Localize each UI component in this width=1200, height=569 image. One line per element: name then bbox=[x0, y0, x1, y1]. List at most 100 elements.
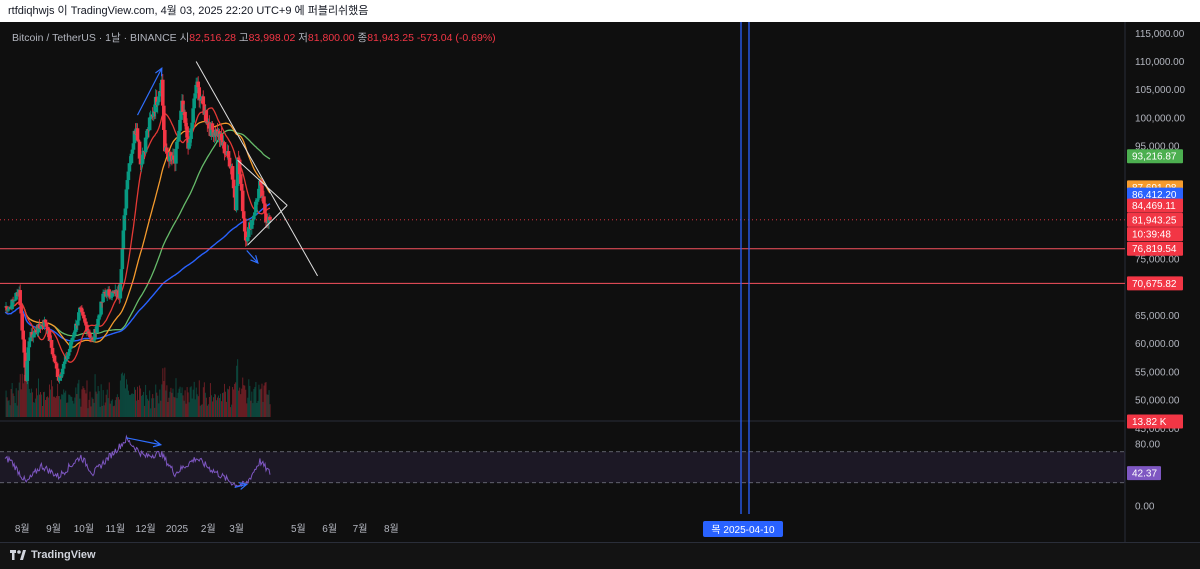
symbol-legend: Bitcoin / TetherUS · 1날 · BINANCE 시82,51… bbox=[12, 30, 496, 45]
volume-bar bbox=[169, 391, 171, 417]
volume-bar bbox=[72, 400, 74, 417]
candle-body bbox=[268, 216, 272, 220]
volume-bar bbox=[106, 389, 108, 417]
candle-body bbox=[169, 152, 173, 157]
volume-bar bbox=[31, 392, 33, 417]
volume-bar bbox=[267, 394, 269, 417]
chart-area[interactable]: 115,000.00 110,000.00 105,000.00 100,000.00… bbox=[0, 22, 1200, 542]
volume-bar bbox=[94, 374, 96, 417]
volume-bar bbox=[220, 393, 221, 417]
candle-body bbox=[193, 93, 197, 99]
volume-bar bbox=[221, 401, 222, 417]
candle-body bbox=[99, 301, 103, 315]
volume-bar bbox=[209, 383, 211, 417]
volume-bar bbox=[199, 405, 201, 417]
candle-body bbox=[174, 148, 178, 164]
price-tick-label: 75,000.00 bbox=[1135, 255, 1180, 266]
volume-bar bbox=[91, 397, 93, 417]
publish-header-text: rtfdiqhwjs 이 TradingView.com, 4월 03, 202… bbox=[8, 5, 369, 17]
volume-bar bbox=[217, 397, 218, 417]
candle-body bbox=[143, 137, 148, 153]
candle-body bbox=[183, 111, 187, 123]
candle-body bbox=[80, 308, 84, 312]
time-tick-label: 11월 bbox=[105, 523, 125, 535]
publish-header: rtfdiqhwjs 이 TradingView.com, 4월 03, 202… bbox=[0, 0, 1200, 22]
volume-bar bbox=[188, 402, 190, 417]
volume-bar bbox=[50, 389, 52, 417]
volume-bar bbox=[236, 365, 238, 417]
volume-bar bbox=[51, 380, 53, 417]
volume-bar bbox=[170, 387, 172, 417]
candle-body bbox=[69, 341, 74, 343]
candle-body bbox=[237, 159, 242, 175]
candle-body bbox=[7, 307, 11, 310]
candle-body bbox=[67, 348, 72, 353]
candle-body bbox=[49, 339, 54, 348]
price-badge-label: 93,216.87 bbox=[1132, 152, 1177, 163]
volume-bar bbox=[151, 398, 153, 417]
volume-bar bbox=[268, 390, 270, 417]
candle-body bbox=[58, 376, 63, 378]
volume-bar bbox=[233, 389, 235, 417]
volume-bar bbox=[125, 379, 127, 417]
candle-body bbox=[87, 331, 91, 334]
price-badge-label: 84,469.11 bbox=[1132, 201, 1176, 212]
price-tick-label: 105,000.00 bbox=[1135, 85, 1185, 96]
volume-bar bbox=[200, 404, 202, 417]
rsi-low-arrow-head bbox=[238, 482, 249, 490]
price-tick-label: 55,000.00 bbox=[1135, 367, 1180, 378]
volume-bar bbox=[167, 401, 169, 417]
volume-bar bbox=[258, 384, 260, 417]
volume-bar bbox=[235, 382, 237, 417]
close-label: 종 bbox=[357, 32, 368, 44]
volume-bar bbox=[52, 386, 54, 417]
volume-bar bbox=[95, 391, 97, 417]
price-tick-label: 65,000.00 bbox=[1135, 311, 1180, 322]
volume-bar bbox=[238, 390, 240, 417]
price-badge-label: 81,943.25 bbox=[1132, 215, 1177, 226]
volume-bar bbox=[202, 387, 204, 417]
volume-bar bbox=[192, 389, 194, 417]
symbol-title: Bitcoin / TetherUS · 1날 · BINANCE bbox=[12, 32, 177, 44]
volume-bar bbox=[120, 373, 122, 417]
candle-body bbox=[109, 296, 114, 298]
candle-body bbox=[83, 318, 87, 322]
candle-body bbox=[101, 293, 105, 303]
volume-bar bbox=[149, 390, 151, 417]
tradingview-logo[interactable]: TradingView bbox=[10, 549, 96, 561]
candle-body bbox=[92, 339, 96, 341]
price-chart[interactable]: 115,000.00 110,000.00 105,000.00 100,000.00… bbox=[0, 22, 1200, 542]
brand-name: TradingView bbox=[31, 549, 96, 561]
rsi-high-arrow bbox=[126, 437, 161, 446]
time-tick-label: 3월 bbox=[229, 523, 244, 535]
volume-bar bbox=[57, 383, 59, 417]
candle-body bbox=[82, 314, 86, 319]
rsi-value-badge bbox=[1127, 466, 1161, 481]
candle-body bbox=[252, 215, 256, 220]
candle-body bbox=[34, 330, 39, 333]
volume-bar bbox=[30, 388, 32, 417]
volume-bar bbox=[73, 403, 75, 417]
change-value: -573.04 (-0.69%) bbox=[416, 32, 496, 44]
time-tick-label: 9월 bbox=[46, 523, 61, 535]
rsi-band bbox=[0, 451, 1125, 483]
candle-body bbox=[177, 130, 181, 141]
volume-bar bbox=[158, 403, 160, 417]
candle-body bbox=[51, 354, 56, 356]
candle-body bbox=[107, 289, 111, 296]
volume-bar bbox=[53, 396, 55, 417]
volume-bar bbox=[27, 371, 29, 417]
volume-bar bbox=[189, 387, 191, 417]
volume-bar bbox=[81, 389, 83, 417]
volume-bar bbox=[37, 378, 39, 417]
open-label: 시 bbox=[179, 32, 190, 44]
volume-bar bbox=[224, 383, 225, 417]
candle-body bbox=[131, 143, 136, 150]
volume-bar bbox=[40, 392, 41, 417]
close-value: 81,943.25 bbox=[367, 32, 414, 44]
rsi-value-label: 42.37 bbox=[1132, 469, 1157, 480]
volume-bar bbox=[47, 396, 48, 417]
candle-body bbox=[95, 325, 99, 333]
candle-body bbox=[262, 196, 266, 204]
volume-bar bbox=[9, 405, 11, 417]
